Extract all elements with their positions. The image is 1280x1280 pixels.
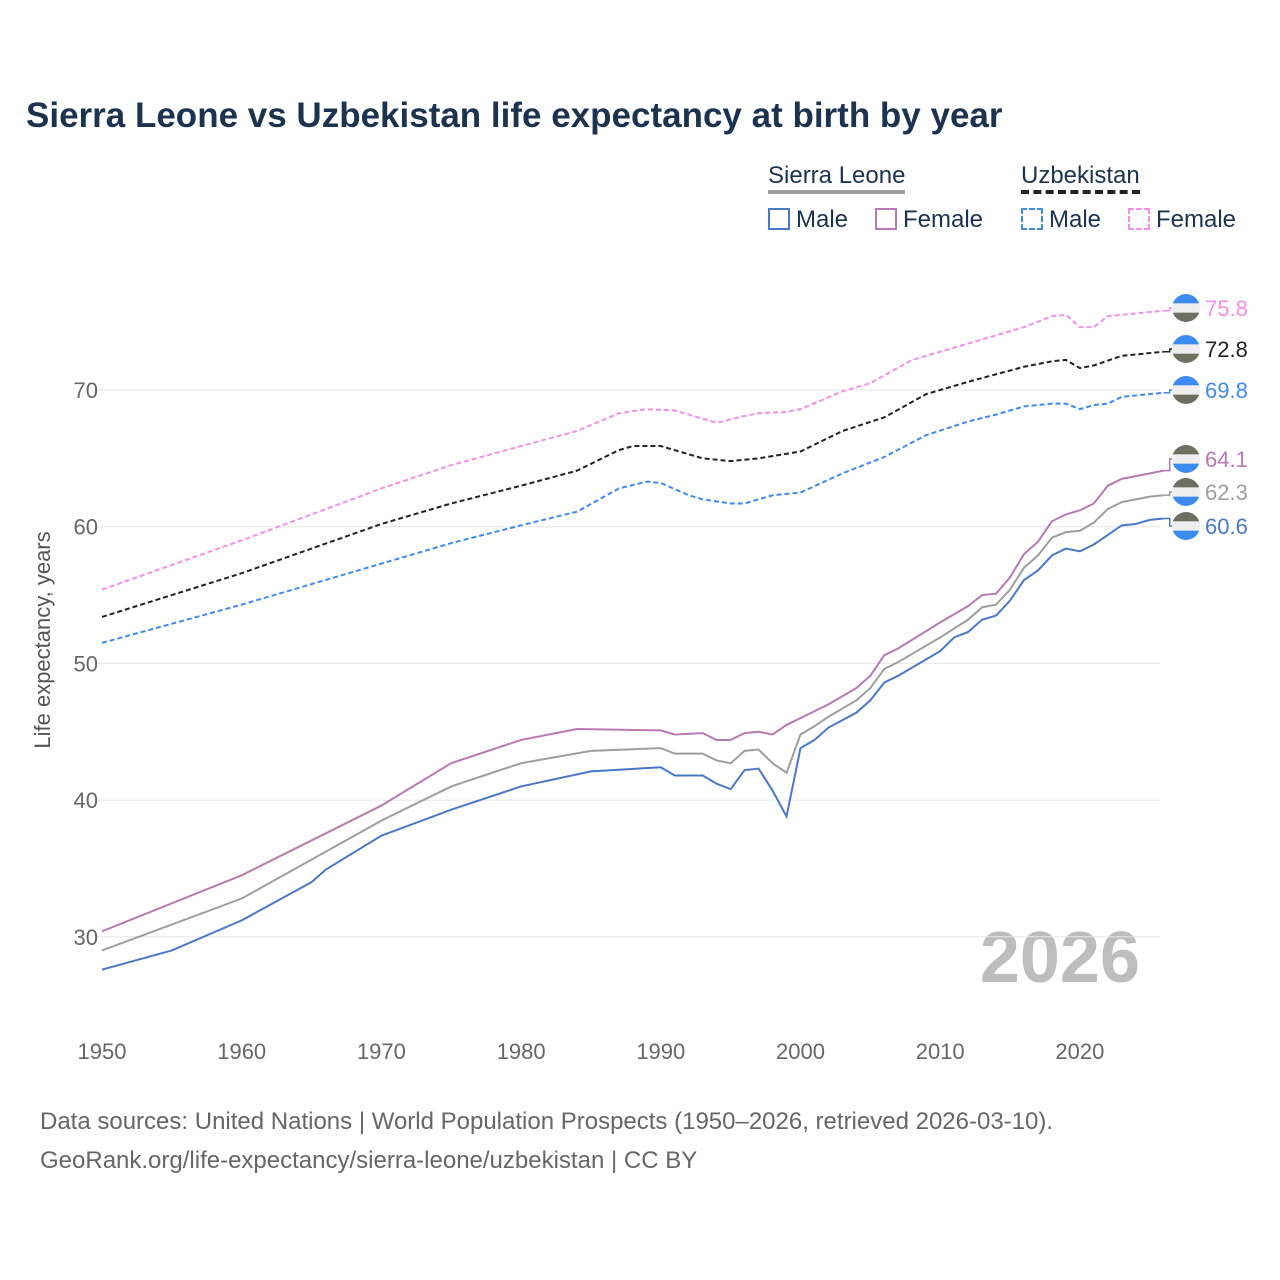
series-line-uzbekistan-male bbox=[101, 391, 1164, 644]
end-value-label: 60.6 bbox=[1205, 514, 1248, 539]
uzbekistan-flag-icon bbox=[1172, 335, 1200, 363]
sierra-leone-flag-icon bbox=[1172, 512, 1200, 540]
sierra-leone-flag-icon bbox=[1172, 445, 1200, 473]
series-line-uzbekistan-female bbox=[101, 309, 1164, 591]
series-line-uzbekistan-total bbox=[101, 350, 1164, 618]
series-line-sierra-leone-total bbox=[101, 494, 1164, 952]
flag-stripe bbox=[1172, 344, 1200, 354]
flag-stripe bbox=[1172, 394, 1200, 404]
legend-uz-female[interactable]: Female bbox=[1128, 206, 1236, 234]
y-tick-label: 40 bbox=[74, 788, 98, 813]
x-tick-label: 1970 bbox=[357, 1039, 406, 1064]
chart-title: Sierra Leone vs Uzbekistan life expectan… bbox=[26, 96, 1003, 135]
y-axis-label: Life expectancy, years bbox=[30, 531, 55, 748]
flag-stripe bbox=[1172, 294, 1200, 304]
legend-label: Female bbox=[903, 206, 984, 233]
y-tick-label: 50 bbox=[74, 651, 98, 676]
flag-stripe bbox=[1172, 487, 1200, 497]
flag-stripe bbox=[1172, 530, 1200, 540]
footer-link[interactable]: GeoRank.org/life-expectancy/sierra-leone… bbox=[40, 1147, 698, 1174]
end-value-label: 72.8 bbox=[1205, 337, 1248, 362]
x-tick-label: 2000 bbox=[776, 1039, 825, 1064]
uzbekistan-flag-icon bbox=[1172, 376, 1200, 404]
series-line-sierra-leone-male bbox=[101, 517, 1164, 971]
uzbekistan-flag-icon bbox=[1172, 294, 1200, 322]
flag-stripe bbox=[1172, 303, 1200, 313]
x-tick-label: 2020 bbox=[1055, 1039, 1104, 1064]
flag-stripe bbox=[1172, 463, 1200, 473]
flag-stripe bbox=[1172, 478, 1200, 488]
legend-swatch bbox=[1021, 208, 1043, 230]
end-value-label: 69.8 bbox=[1205, 378, 1248, 403]
year-watermark: 2026 bbox=[980, 918, 1140, 998]
end-value-label: 64.1 bbox=[1205, 447, 1248, 472]
legend-swatch bbox=[768, 208, 790, 230]
legend-group-sierra-leone: Sierra Leone bbox=[768, 162, 906, 194]
legend-label: Male bbox=[1049, 206, 1102, 233]
legend-uz-male[interactable]: Male bbox=[1021, 206, 1101, 234]
x-tick-label: 1950 bbox=[78, 1039, 127, 1064]
y-tick-label: 60 bbox=[74, 515, 98, 540]
y-tick-label: 30 bbox=[74, 925, 98, 950]
x-tick-label: 1980 bbox=[497, 1039, 546, 1064]
x-tick-label: 2010 bbox=[916, 1039, 965, 1064]
legend-sl-male[interactable]: Male bbox=[768, 206, 848, 234]
y-tick-label: 70 bbox=[74, 378, 98, 403]
legend-swatch bbox=[875, 208, 897, 230]
series-line-sierra-leone-female bbox=[101, 469, 1164, 933]
footer-sources: Data sources: United Nations | World Pop… bbox=[40, 1108, 1054, 1135]
legend-sl-female[interactable]: Female bbox=[875, 206, 983, 234]
legend-label: Female bbox=[1156, 206, 1237, 233]
flag-stripe bbox=[1172, 445, 1200, 455]
legend-swatch bbox=[1128, 208, 1150, 230]
x-tick-label: 1990 bbox=[636, 1039, 685, 1064]
legend-label: Male bbox=[796, 206, 849, 233]
flag-stripe bbox=[1172, 496, 1200, 506]
end-value-label: 62.3 bbox=[1205, 480, 1248, 505]
sierra-leone-flag-icon bbox=[1172, 478, 1200, 506]
flag-stripe bbox=[1172, 385, 1200, 395]
flag-stripe bbox=[1172, 353, 1200, 363]
flag-stripe bbox=[1172, 512, 1200, 522]
flag-stripe bbox=[1172, 454, 1200, 464]
end-value-label: 75.8 bbox=[1205, 296, 1248, 321]
x-tick-label: 1960 bbox=[217, 1039, 266, 1064]
flag-stripe bbox=[1172, 521, 1200, 531]
flag-stripe bbox=[1172, 312, 1200, 322]
flag-stripe bbox=[1172, 335, 1200, 345]
flag-stripe bbox=[1172, 376, 1200, 386]
legend-group-uzbekistan: Uzbekistan bbox=[1021, 162, 1140, 194]
